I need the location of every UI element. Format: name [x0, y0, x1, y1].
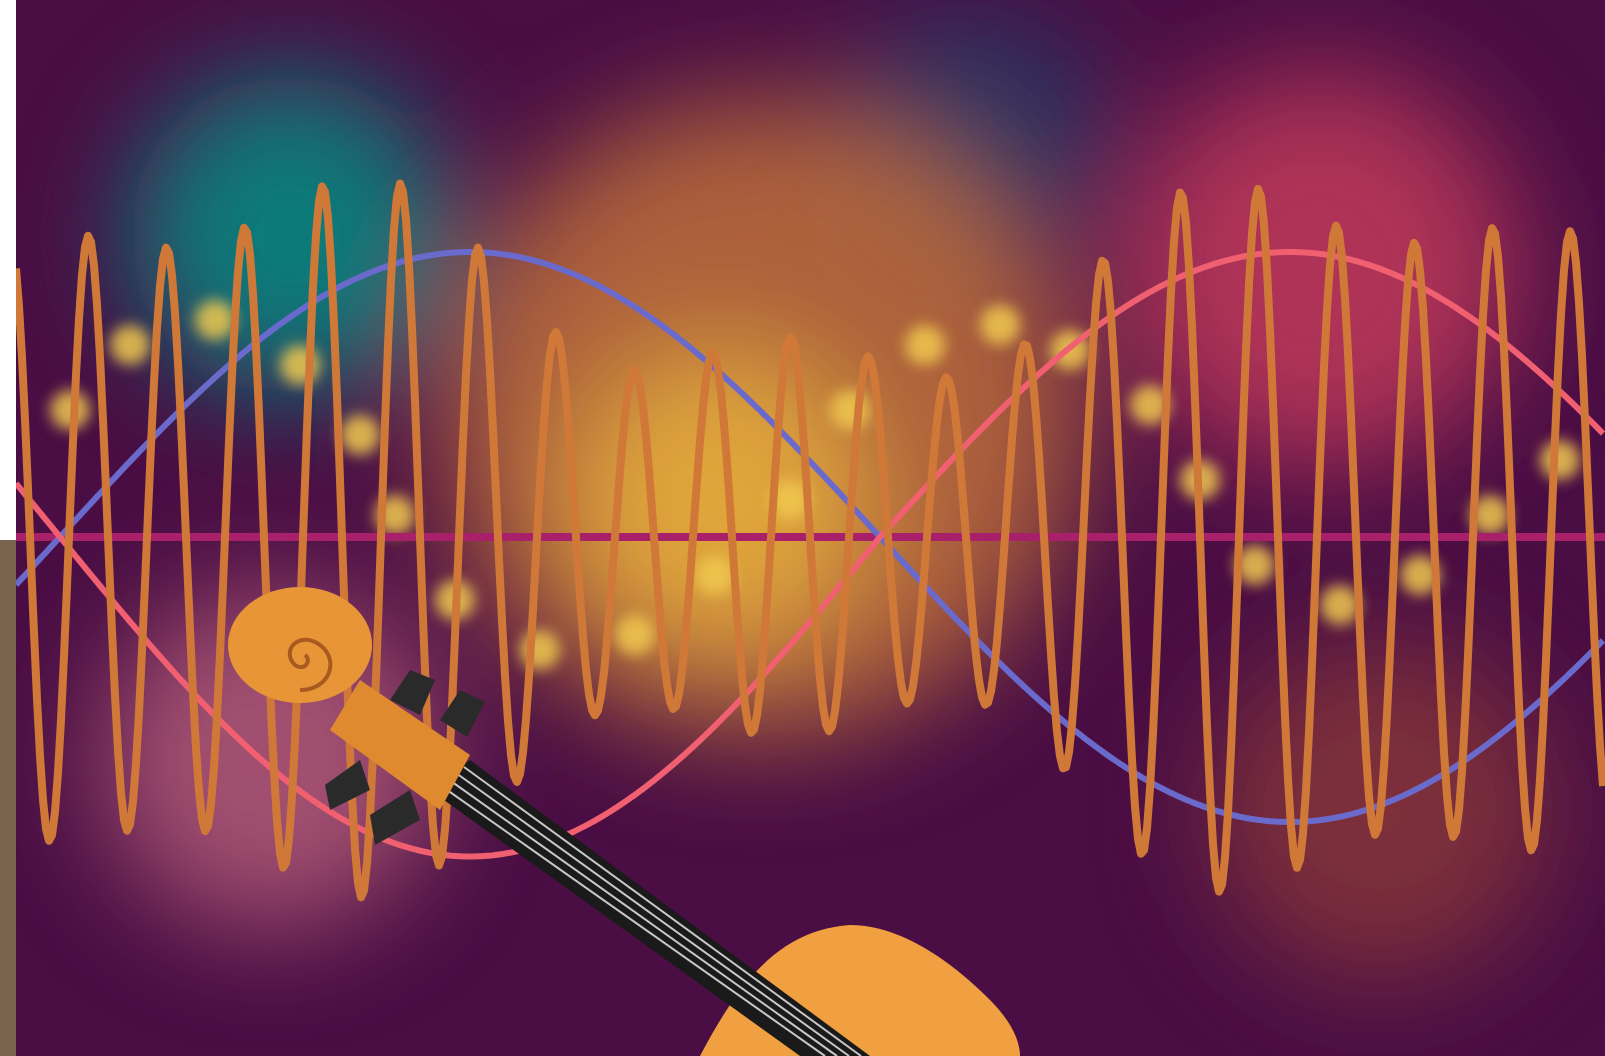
pegbox — [330, 680, 470, 810]
margin-strip — [0, 540, 16, 1056]
light-dot — [110, 325, 150, 365]
scroll-curl — [287, 637, 333, 692]
light-dot — [1130, 385, 1170, 425]
light-dot — [1470, 495, 1510, 535]
peg — [325, 760, 370, 810]
light-dot — [1400, 555, 1440, 595]
artwork — [16, 0, 1605, 1056]
light-dot — [1320, 585, 1360, 625]
blue-wave — [16, 249, 1605, 825]
pegs — [325, 670, 485, 845]
glow — [1120, 70, 1520, 470]
peg — [440, 690, 485, 737]
margin — [0, 0, 16, 540]
light-dot — [695, 555, 735, 595]
orange-wave — [16, 179, 1605, 902]
peg — [390, 670, 435, 715]
light-dot — [340, 415, 380, 455]
strings — [439, 766, 862, 1056]
light-dot — [615, 615, 655, 655]
light-dot — [980, 305, 1020, 345]
light-dot — [830, 390, 870, 430]
light-dot — [50, 390, 90, 430]
violin — [228, 587, 1020, 1056]
light-dot — [1540, 440, 1580, 480]
light-dot — [770, 480, 810, 520]
light-dot — [195, 300, 235, 340]
peg — [370, 790, 420, 845]
light-dot — [905, 325, 945, 365]
scroll — [228, 587, 372, 703]
light-dot — [1235, 545, 1275, 585]
